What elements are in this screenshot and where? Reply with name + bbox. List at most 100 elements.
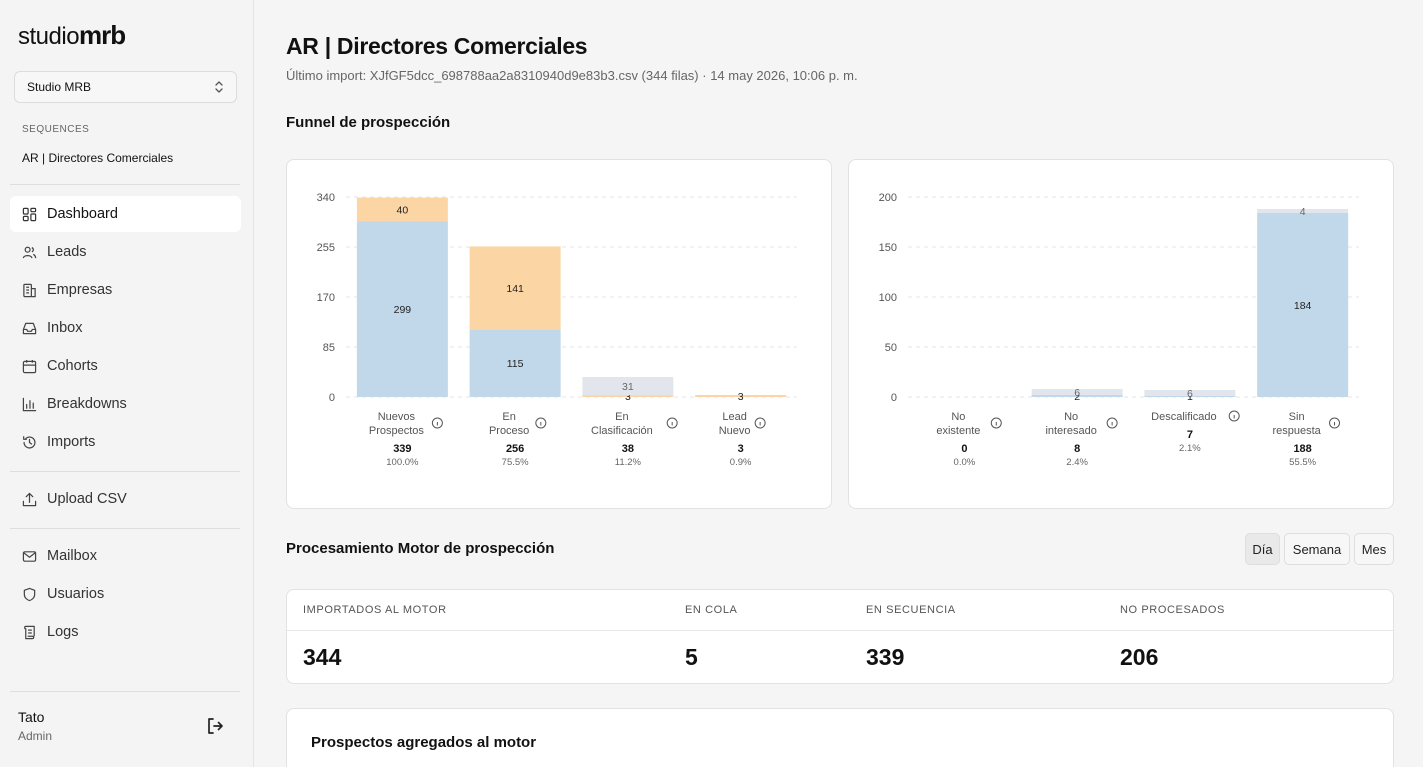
page-title: AR | Directores Comerciales [286,33,588,59]
category-total: 38 [622,443,634,455]
data-label: 1 [1187,391,1193,403]
bar-segment [1144,390,1236,396]
x-tick-label: respuesta [1272,425,1321,437]
data-label: 40 [397,204,409,216]
sidebar-item-cohorts[interactable]: Cohorts [10,348,241,384]
sidebar-item-label: Imports [47,434,96,450]
data-label: 299 [394,304,412,316]
bar-segment [356,221,448,397]
x-tick-label: interesado [1045,425,1096,437]
sidebar-item-label: Upload CSV [47,491,127,507]
sidebar-item-leads[interactable]: Leads [10,234,241,270]
y-tick-label: 200 [879,192,897,204]
x-tick-label: Prospectos [369,425,425,437]
processing-heading: Procesamiento Motor de prospección [286,540,555,557]
user-name: Tato [18,709,45,725]
sidebar-item-label: Dashboard [47,206,118,222]
info-icon [1329,417,1341,429]
category-percent: 2.1% [1179,443,1201,454]
sidebar-item-label: Breakdowns [47,396,127,412]
sidebar-item-label: Empresas [47,282,113,298]
y-tick-label: 255 [317,242,335,254]
x-tick-label: No [1064,411,1078,423]
calendar-icon [22,359,37,373]
info-icon [666,417,678,429]
sidebar-item-imports[interactable]: Imports [10,424,241,460]
category-percent: 75.5% [502,457,529,468]
user-role: Admin [18,729,53,743]
data-label: 3 [625,391,631,403]
bar-segment [582,377,674,396]
data-label: 3 [738,391,744,403]
sidebar-item-breakdowns[interactable]: Breakdowns [10,386,241,422]
category-total: 188 [1293,443,1311,455]
chevron-up-down-icon [214,80,224,94]
sidebar-divider [10,184,240,185]
info-icon [535,417,547,429]
mail-icon [22,550,37,562]
category-total: 339 [393,443,411,455]
x-tick-label: Nuevo [719,425,751,437]
y-tick-label: 100 [879,292,897,304]
stat-label-in-sequence: EN SECUENCIA [866,604,956,616]
stat-label-not-processed: NO PROCESADOS [1120,604,1225,616]
period-month-button[interactable]: Mes [1354,533,1394,565]
current-sequence[interactable]: AR | Directores Comerciales [22,151,174,165]
bar-segment [469,329,561,397]
sidebar-item-usuarios[interactable]: Usuarios [10,576,241,612]
users-icon [22,246,37,258]
sidebar-item-inbox[interactable]: Inbox [10,310,241,346]
bar-segment [1257,213,1349,397]
category-total: 7 [1187,429,1193,441]
processing-stats-card: IMPORTADOS AL MOTOR 344 EN COLA 5 EN SEC… [286,589,1394,684]
sidebar-item-logs[interactable]: Logs [10,614,241,650]
x-tick-label: En [615,411,628,423]
bar-segment [1031,395,1123,397]
sidebar-divider [10,471,240,472]
x-tick-label: Sin [1289,411,1305,423]
data-label: 6 [1187,388,1193,400]
history-icon [23,435,36,448]
y-tick-label: 0 [891,392,897,404]
period-week-button[interactable]: Semana [1284,533,1350,565]
info-icon [990,417,1002,429]
shield-icon [23,587,36,601]
logo-text-bold: mrb [79,20,126,50]
org-select[interactable]: Studio MRB [14,71,237,103]
sidebar: studiomrb Studio MRB SEQUENCES AR | Dire… [0,0,254,767]
bar-segment [356,197,448,222]
sidebar-item-dashboard[interactable]: Dashboard [10,196,241,232]
x-tick-label: En [502,411,515,423]
bar-segment [469,246,561,330]
brand-logo[interactable]: studiomrb [18,20,126,51]
period-day-button[interactable]: Día [1245,533,1280,565]
outcomes-chart-card: 0 50 100 150 200 No existente 0 0.0% 2 6 No interesa… [848,159,1394,509]
sidebar-item-empresas[interactable]: Empresas [10,272,241,308]
logout-icon [208,718,223,734]
data-label: 2 [1074,391,1080,403]
stat-label-imported: IMPORTADOS AL MOTOR [303,604,447,616]
logo-text-light: studio [18,23,80,50]
stat-value-imported: 344 [303,644,342,670]
org-select-value: Studio MRB [27,80,92,94]
sidebar-item-upload-csv[interactable]: Upload CSV [10,481,241,517]
category-percent: 55.5% [1289,457,1316,468]
x-tick-label: Proceso [489,425,529,437]
sidebar-divider [10,691,240,692]
bar-segment [1257,209,1349,213]
stat-label-queued: EN COLA [685,604,738,616]
y-tick-label: 0 [329,392,335,404]
bar-chart-icon [22,397,37,411]
data-label: 141 [506,283,524,295]
added-prospects-card: Prospectos agregados al motor [286,708,1394,767]
bar-segment [1031,389,1123,395]
x-tick-label: Nuevos [378,411,416,423]
y-tick-label: 150 [879,242,897,254]
sequences-heading: SEQUENCES [22,124,90,135]
logout-button[interactable] [205,716,225,736]
data-label: 184 [1294,300,1312,312]
stat-value-in-sequence: 339 [866,644,905,670]
stats-divider [287,630,1393,631]
category-percent: 0.0% [954,457,976,468]
sidebar-item-mailbox[interactable]: Mailbox [10,538,241,574]
